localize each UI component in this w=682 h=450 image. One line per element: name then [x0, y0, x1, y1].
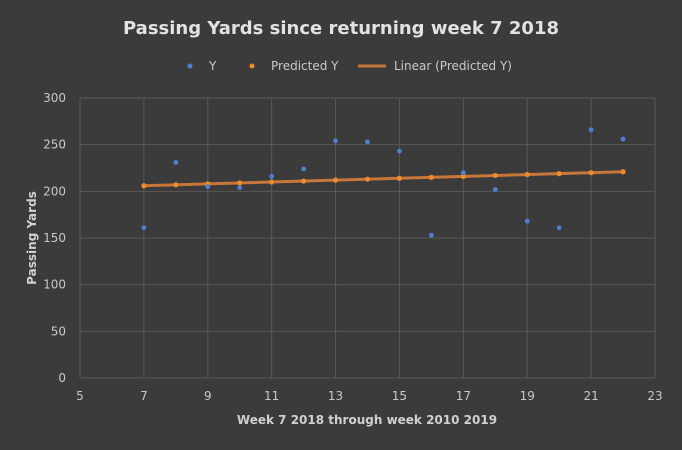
predicted-y-point: [620, 169, 626, 175]
y-point: [333, 138, 338, 144]
x-tick-label: 7: [140, 389, 148, 403]
y-point: [556, 225, 562, 231]
y-point: [460, 170, 466, 176]
y-tick-label: 300: [43, 91, 66, 105]
y-tick-label: 150: [43, 231, 66, 245]
predicted-y-point: [332, 177, 339, 183]
y-tick-label: 200: [43, 184, 66, 198]
x-tick-label: 5: [76, 389, 84, 403]
y-point: [205, 184, 211, 190]
x-tick-label: 9: [204, 389, 212, 403]
y-point: [141, 225, 147, 231]
legend: Y Predicted Y Linear (Predicted Y): [187, 59, 512, 73]
plot-area: [141, 127, 626, 238]
legend-label-predicted-y: Predicted Y: [271, 59, 339, 73]
x-tick-label: 21: [583, 389, 598, 403]
y-axis-label: Passing Yards: [25, 191, 39, 285]
predicted-y-point: [492, 172, 498, 179]
predicted-y-point: [364, 176, 371, 182]
gridlines: [79, 97, 656, 379]
legend-marker-y: [187, 63, 193, 69]
x-axis-label: Week 7 2018 through week 2010 2019: [237, 413, 497, 427]
y-point: [173, 160, 179, 165]
y-tick-label: 250: [43, 138, 66, 152]
x-tick-label: 11: [264, 389, 279, 403]
predicted-y-point: [301, 178, 307, 184]
predicted-y-point: [396, 175, 403, 181]
y-point: [301, 166, 307, 172]
y-point: [269, 174, 275, 179]
predicted-y-point: [173, 182, 179, 188]
y-tick-label: 50: [51, 324, 66, 338]
legend-label-linear: Linear (Predicted Y): [394, 59, 512, 73]
y-point: [620, 136, 626, 142]
predicted-y-point: [141, 183, 147, 189]
predicted-y-point: [588, 170, 594, 176]
y-point: [524, 218, 530, 224]
chart-title: Passing Yards since returning week 7 201…: [123, 18, 559, 39]
axis-ticks: 0 50 100 150 200 250 300 5 7 9 11 13 15 17 19 21 23: [43, 91, 663, 403]
predicted-y-point: [428, 174, 434, 180]
predicted-y-point: [524, 171, 530, 178]
predicted-y-point: [556, 171, 562, 177]
y-tick-label: 100: [43, 278, 66, 292]
legend-label-y: Y: [208, 59, 217, 73]
y-point: [365, 139, 370, 145]
x-tick-label: 23: [647, 389, 662, 403]
y-tick-label: 0: [58, 371, 66, 385]
legend-marker-predicted-y: [249, 63, 255, 69]
y-point: [588, 127, 594, 133]
x-tick-label: 17: [456, 389, 471, 403]
y-point: [397, 148, 402, 154]
x-tick-label: 13: [328, 389, 343, 403]
predicted-y-point: [237, 180, 243, 186]
y-point: [492, 187, 498, 192]
y-point: [428, 232, 434, 238]
trendline-linear-predicted-y: [142, 170, 625, 188]
predicted-y-point: [269, 179, 275, 185]
x-tick-label: 15: [392, 389, 407, 403]
predicted-y-point: [460, 173, 466, 179]
y-point: [237, 185, 243, 191]
x-tick-label: 19: [520, 389, 535, 403]
